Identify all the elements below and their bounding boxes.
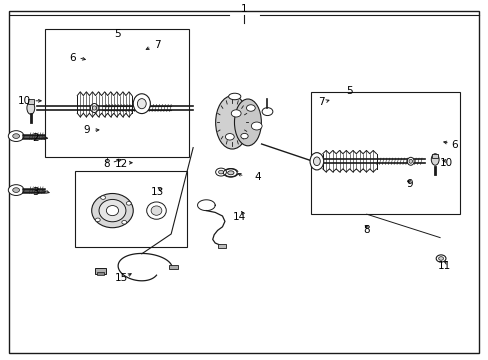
Bar (310, 92, 459, 214)
Ellipse shape (309, 153, 323, 170)
Ellipse shape (90, 104, 98, 113)
Ellipse shape (313, 157, 320, 166)
Text: 9: 9 (406, 179, 412, 189)
Ellipse shape (251, 122, 262, 130)
Ellipse shape (101, 196, 105, 199)
Text: 9: 9 (83, 125, 90, 135)
Ellipse shape (218, 170, 223, 174)
Text: 8: 8 (103, 159, 110, 169)
Text: 6: 6 (450, 140, 457, 150)
Text: 4: 4 (254, 172, 261, 182)
Bar (168, 265, 177, 269)
Ellipse shape (430, 154, 438, 165)
Ellipse shape (231, 110, 241, 117)
Ellipse shape (246, 105, 255, 111)
Ellipse shape (151, 206, 162, 215)
Ellipse shape (133, 94, 150, 114)
Ellipse shape (8, 131, 24, 141)
Ellipse shape (99, 199, 126, 222)
Ellipse shape (228, 93, 240, 100)
Bar (431, 154, 437, 158)
Ellipse shape (27, 102, 35, 114)
Ellipse shape (215, 168, 226, 176)
Ellipse shape (92, 194, 133, 228)
Bar (95, 268, 106, 274)
Ellipse shape (122, 220, 126, 224)
Bar (97, 272, 104, 275)
Text: 3: 3 (32, 186, 39, 197)
Bar (75, 171, 187, 247)
Ellipse shape (13, 188, 20, 193)
Ellipse shape (408, 159, 411, 163)
Text: 2: 2 (32, 132, 39, 143)
Ellipse shape (146, 202, 166, 219)
Text: 7: 7 (318, 96, 325, 107)
Ellipse shape (224, 169, 237, 177)
Ellipse shape (215, 96, 248, 149)
Ellipse shape (92, 106, 96, 110)
Ellipse shape (262, 108, 272, 116)
Ellipse shape (435, 255, 445, 262)
Ellipse shape (8, 185, 24, 195)
Text: 14: 14 (232, 212, 246, 222)
Ellipse shape (126, 202, 131, 205)
Bar (217, 244, 226, 248)
Ellipse shape (225, 134, 234, 140)
Text: 6: 6 (69, 53, 76, 63)
Text: 5: 5 (346, 86, 352, 96)
Ellipse shape (106, 206, 119, 216)
Text: 15: 15 (114, 273, 128, 283)
Ellipse shape (234, 99, 261, 146)
Ellipse shape (438, 257, 443, 260)
Ellipse shape (95, 218, 100, 222)
Text: 7: 7 (154, 40, 161, 50)
Ellipse shape (407, 157, 413, 165)
Ellipse shape (227, 171, 233, 175)
Text: 5: 5 (114, 29, 121, 39)
Text: 8: 8 (363, 225, 369, 235)
Text: 11: 11 (436, 261, 450, 271)
Bar (45, 29, 189, 157)
Text: 10: 10 (439, 158, 451, 168)
Ellipse shape (13, 134, 20, 139)
Text: 10: 10 (18, 96, 31, 106)
Text: 12: 12 (114, 159, 128, 169)
Ellipse shape (137, 99, 146, 109)
Text: 1: 1 (241, 4, 247, 14)
Bar (28, 99, 34, 104)
Text: 13: 13 (150, 186, 164, 197)
Ellipse shape (240, 134, 247, 139)
